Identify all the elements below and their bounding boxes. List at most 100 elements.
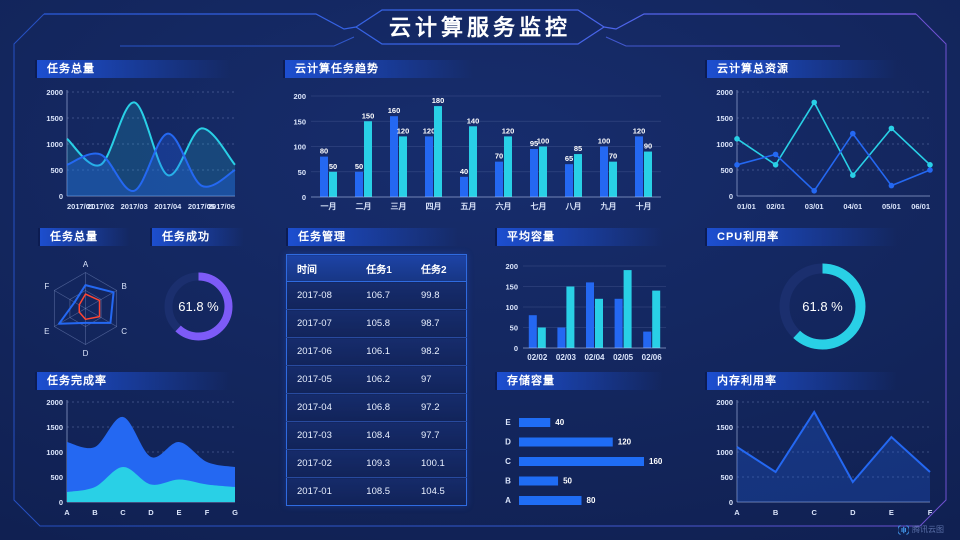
svg-text:2017/04: 2017/04 [154,202,182,211]
svg-text:0: 0 [729,192,733,201]
svg-text:70: 70 [609,152,617,161]
chart-svg-cloud-total-resource: 0 500 1000 1500 2000 01/01 02/01 03/01 04/01 05/0… [716,88,933,211]
tencent-cloud-chart-icon [898,524,909,535]
table-header-cell: 任务2 [411,254,467,282]
table-cell: 108.4 [356,421,411,450]
table-cell: 108.5 [356,477,411,506]
panel-title: 任务成功 [150,228,244,246]
panel-title: 存储容量 [495,372,663,390]
table-cell: 2017-05 [286,365,357,394]
svg-text:200: 200 [293,92,306,101]
panel-memory-usage: 内存利用率 0 500 1000 1500 2000 A B C D E F [705,372,940,518]
chart-svg-task-success: 61.8 % [164,272,233,341]
chart-svg-cloud-task-trend: 050100150200一月8050二月50150三月160120四月12018… [293,92,661,211]
svg-text:61.8 %: 61.8 % [178,299,219,314]
svg-text:03/01: 03/01 [805,202,824,211]
page-title: 云计算服务监控 [388,15,571,40]
svg-text:0: 0 [729,498,733,507]
svg-text:1000: 1000 [716,140,733,149]
svg-text:D: D [83,349,89,358]
svg-text:0: 0 [302,193,306,202]
table-cell: 97.7 [411,421,467,450]
table-cell: 106.2 [356,365,411,394]
svg-text:A: A [505,496,511,505]
svg-text:70: 70 [495,152,503,161]
table-cell: 99.8 [411,281,467,310]
table-cell: 2017-03 [286,421,357,450]
table-row: 2017-06 106.1 98.2 [286,337,467,366]
svg-text:95: 95 [530,139,538,148]
memory-usage-chart: 0 500 1000 1500 2000 A B C D E F [705,392,940,518]
svg-text:50: 50 [329,162,337,171]
table-cell: 2017-06 [286,337,357,366]
svg-text:1500: 1500 [716,114,733,123]
svg-text:160: 160 [388,106,401,115]
svg-text:1000: 1000 [46,448,63,457]
avg-capacity-chart: 0 50 100 150 200 02/02 02/03 02/04 02/05 02/06 [495,250,672,363]
svg-text:四月: 四月 [426,202,442,211]
svg-text:160: 160 [649,457,663,466]
table-cell: 2017-04 [286,393,357,422]
svg-text:80: 80 [320,147,328,156]
svg-text:九月: 九月 [600,201,617,211]
svg-text:A: A [64,508,70,517]
table-cell: 109.3 [356,449,411,478]
panel-task-total-line: 任务总量 0 500 1000 1500 2000 2017/01 2017/02 2017/… [35,60,245,212]
svg-text:E: E [505,418,511,427]
svg-text:61.8 %: 61.8 % [802,299,843,314]
task-total-line-chart: 0 500 1000 1500 2000 2017/01 2017/02 2017/03 201… [35,82,245,212]
svg-text:02/01: 02/01 [766,202,785,211]
table-cell: 98.7 [411,309,467,338]
svg-text:04/01: 04/01 [843,202,862,211]
table-header-cell: 任务1 [356,254,411,282]
svg-text:1500: 1500 [46,114,63,123]
svg-text:120: 120 [618,438,632,447]
table-row: 2017-03 108.4 97.7 [286,421,467,450]
svg-text:C: C [811,508,817,517]
svg-text:500: 500 [720,166,733,175]
svg-text:150: 150 [505,283,518,292]
table-row: 2017-04 106.8 97.2 [286,393,467,422]
panel-title: 任务管理 [286,228,458,246]
svg-text:十月: 十月 [636,201,652,211]
svg-text:40: 40 [555,418,564,427]
table-row: 2017-07 105.8 98.7 [286,309,467,338]
svg-text:C: C [505,457,511,466]
svg-text:G: G [232,508,238,517]
task-table: 时间 任务1 任务2 2017-08 106.7 99.8 2017-07 105.8 98.… [286,254,467,506]
svg-text:06/01: 06/01 [911,202,930,211]
chart-svg-task-total-radar: A B C D E F [44,260,127,358]
svg-text:八月: 八月 [565,202,582,211]
svg-text:01/01: 01/01 [737,202,756,211]
table-row: 2017-08 106.7 99.8 [286,281,467,310]
table-cell: 104.5 [411,477,467,506]
panel-cloud-total-resource: 云计算总资源 0 500 1000 1500 2000 01/01 02/01 03/01 04… [705,60,940,212]
svg-text:D: D [148,508,154,517]
svg-text:七月: 七月 [531,201,547,211]
svg-text:2017/01: 2017/01 [67,202,94,211]
svg-text:500: 500 [720,473,733,482]
panel-avg-capacity: 平均容量 0 50 100 150 200 02/02 02/03 02/04 02/05 02/… [495,228,672,365]
chart-svg-storage-capacity: E 40 D 120 C 160 B 50 A 80 [505,418,663,505]
svg-text:2000: 2000 [716,88,733,97]
table-cell: 2017-08 [286,281,357,310]
table-cell: 2017-02 [286,449,357,478]
task-total-radar-chart: A B C D E F [38,248,133,365]
table-row: 2017-02 109.3 100.1 [286,449,467,478]
svg-text:2017/03: 2017/03 [121,202,148,211]
svg-text:A: A [83,260,89,269]
panel-title: 任务总量 [35,60,231,78]
table-cell: 106.8 [356,393,411,422]
svg-text:80: 80 [587,496,596,505]
chart-svg-task-completion: 0 500 1000 1500 2000 A B C D E F G [46,398,238,517]
svg-text:100: 100 [598,137,611,146]
svg-text:C: C [121,327,127,336]
svg-text:100: 100 [293,143,306,152]
panel-title: 任务总量 [38,228,130,246]
svg-text:65: 65 [565,154,573,163]
panel-title: 云计算任务趋势 [283,60,473,78]
table-cell: 105.8 [356,309,411,338]
panel-title: 平均容量 [495,228,663,246]
svg-text:100: 100 [537,137,550,146]
